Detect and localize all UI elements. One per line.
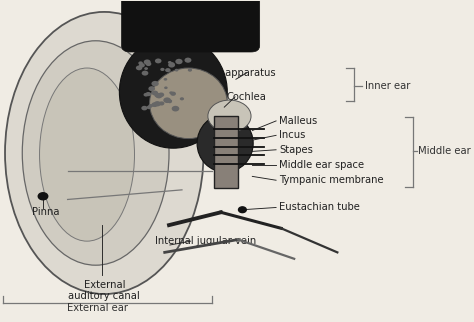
Text: Malleus: Malleus (279, 116, 317, 126)
Circle shape (144, 67, 148, 70)
Circle shape (148, 104, 153, 108)
Circle shape (160, 68, 164, 71)
Circle shape (151, 81, 159, 86)
Text: Middle ear space: Middle ear space (279, 160, 364, 170)
Circle shape (38, 193, 48, 200)
Circle shape (138, 62, 143, 65)
Circle shape (159, 101, 164, 106)
Ellipse shape (150, 68, 228, 138)
Circle shape (164, 86, 168, 89)
Text: External ear: External ear (67, 303, 128, 313)
Circle shape (152, 90, 158, 96)
Circle shape (141, 106, 147, 110)
Text: Pinna: Pinna (32, 207, 59, 217)
Circle shape (168, 100, 172, 103)
Text: Tympanic membrane: Tympanic membrane (279, 175, 384, 185)
Circle shape (180, 97, 184, 100)
Ellipse shape (22, 41, 169, 265)
Circle shape (144, 93, 148, 97)
Circle shape (169, 91, 173, 94)
Circle shape (146, 92, 151, 96)
FancyBboxPatch shape (214, 116, 238, 188)
Circle shape (136, 65, 142, 70)
Ellipse shape (197, 115, 253, 172)
Circle shape (142, 71, 148, 76)
Circle shape (148, 86, 155, 91)
Text: External
auditory canal: External auditory canal (68, 279, 140, 301)
Text: Cochlea: Cochlea (226, 92, 266, 102)
Text: Incus: Incus (279, 130, 305, 140)
Circle shape (146, 62, 151, 66)
Text: Vestibular apparatus: Vestibular apparatus (173, 68, 276, 78)
Ellipse shape (119, 36, 228, 148)
Circle shape (165, 68, 171, 72)
Text: Eustachian tube: Eustachian tube (279, 203, 360, 213)
Text: Middle ear: Middle ear (419, 147, 471, 156)
Circle shape (238, 207, 246, 213)
Circle shape (169, 62, 174, 66)
Circle shape (146, 106, 151, 109)
Circle shape (144, 60, 151, 65)
Text: Inner ear: Inner ear (365, 80, 411, 91)
Text: Internal jugular vein: Internal jugular vein (155, 236, 256, 246)
Text: Stapes: Stapes (279, 145, 313, 155)
Circle shape (188, 69, 192, 72)
Text: Middle lobe
of the brain: Middle lobe of the brain (149, 23, 210, 45)
Circle shape (172, 106, 179, 111)
Ellipse shape (39, 68, 135, 241)
FancyBboxPatch shape (121, 0, 260, 52)
Circle shape (164, 78, 167, 81)
Circle shape (175, 69, 178, 71)
Circle shape (154, 101, 161, 107)
Circle shape (184, 58, 191, 63)
Circle shape (168, 61, 172, 64)
Circle shape (155, 93, 160, 98)
Circle shape (158, 92, 164, 97)
Ellipse shape (5, 12, 203, 294)
Circle shape (168, 99, 172, 102)
Circle shape (151, 102, 158, 107)
Circle shape (155, 93, 163, 99)
Circle shape (155, 59, 162, 63)
Circle shape (164, 97, 171, 103)
Circle shape (168, 62, 175, 68)
Circle shape (175, 59, 182, 64)
Ellipse shape (208, 100, 251, 132)
Circle shape (139, 63, 145, 68)
Circle shape (170, 91, 176, 96)
